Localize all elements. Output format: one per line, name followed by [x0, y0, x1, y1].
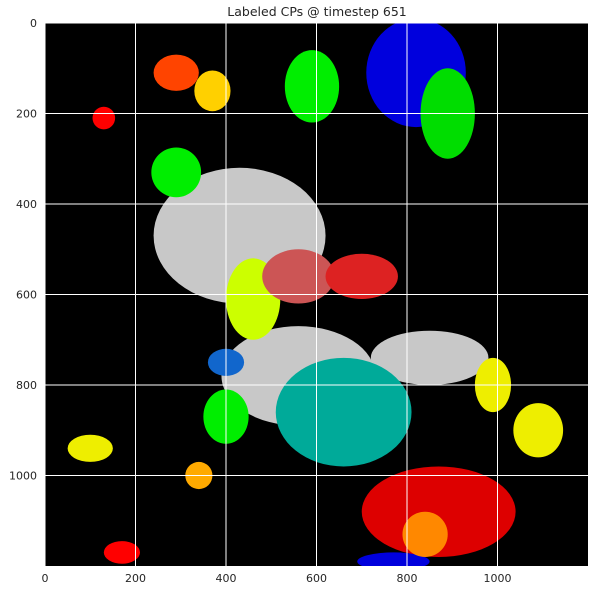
region-yellow-small — [194, 71, 230, 112]
y-tick-label: 0 — [30, 17, 37, 30]
region-red-left-bottom — [104, 541, 140, 564]
region-red-center — [326, 254, 398, 299]
region-yellow-right — [513, 403, 563, 457]
y-tick-label: 800 — [16, 379, 37, 392]
x-tick-label: 400 — [216, 572, 237, 585]
region-teal — [276, 358, 412, 467]
region-orange-top — [154, 55, 199, 91]
x-tick-label: 200 — [125, 572, 146, 585]
x-axis-ticks: 0 200 400 600 800 1000 — [42, 572, 512, 585]
x-tick-label: 0 — [42, 572, 49, 585]
y-tick-label: 1000 — [9, 470, 37, 483]
x-tick-label: 600 — [306, 572, 327, 585]
region-orange-bottom — [402, 512, 447, 557]
x-tick-label: 800 — [397, 572, 418, 585]
region-green-top — [285, 50, 339, 122]
y-tick-label: 400 — [16, 198, 37, 211]
x-tick-label: 1000 — [484, 572, 512, 585]
region-red-left-small — [93, 107, 116, 130]
region-green-left — [151, 147, 201, 197]
region-yellow-bottom-left — [68, 435, 113, 462]
y-tick-label: 200 — [16, 108, 37, 121]
y-axis-ticks: 0 200 400 600 800 1000 — [9, 17, 37, 483]
chart-title: Labeled CPs @ timestep 651 — [227, 4, 406, 19]
y-tick-label: 600 — [16, 289, 37, 302]
region-rose-center — [262, 249, 334, 303]
